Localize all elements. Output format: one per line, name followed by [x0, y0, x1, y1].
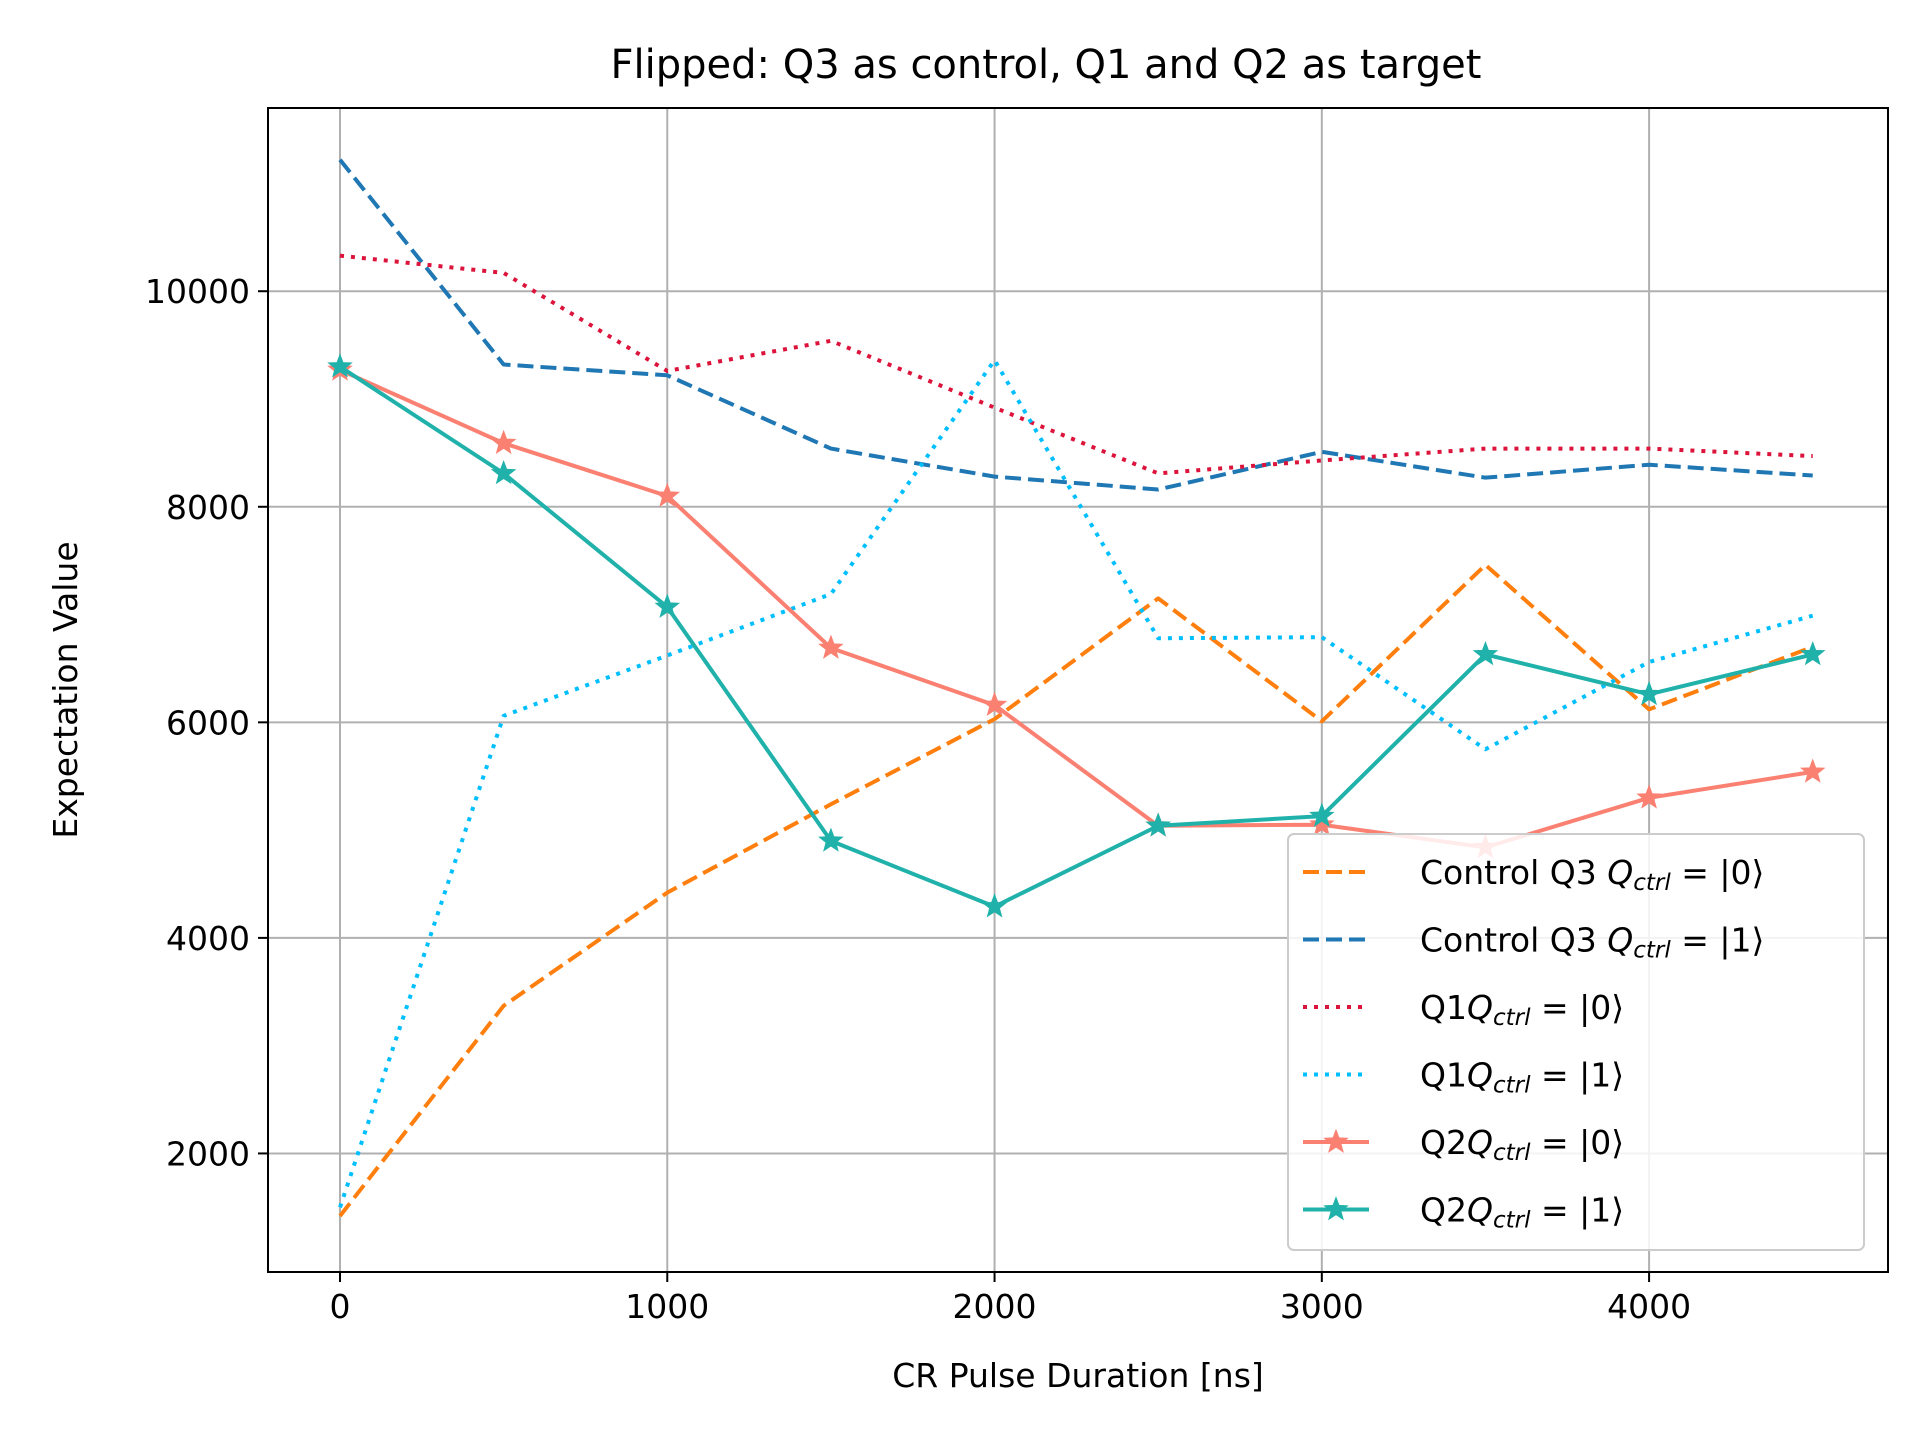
data-point: [1636, 680, 1662, 706]
axis-ticks: 0 1000 2000 3000 4000 2000 4000 6000 8000 10000: [145, 272, 1691, 1326]
data-point: [1799, 641, 1826, 666]
data-point: [818, 634, 844, 659]
series-3: [339, 253, 1813, 476]
y-tick-label: 2000: [166, 1134, 250, 1173]
legend-marker: [1323, 1196, 1349, 1221]
data-point: [1309, 811, 1335, 836]
series-line: [338, 158, 1813, 492]
data-point: [1636, 784, 1662, 809]
plot-frame: [267, 107, 1889, 1273]
legend-label: Q2Qctrl = |0⟩: [1420, 1123, 1624, 1166]
y-axis-label: Expectation Value: [46, 541, 85, 838]
legend-entry: Q2Qctrl = |1⟩: [1303, 1191, 1624, 1234]
x-tick-label: 1000: [625, 1287, 709, 1326]
x-tick-label: 2000: [953, 1287, 1037, 1326]
data-point: [981, 691, 1008, 716]
x-axis-label: CR Pulse Duration [ns]: [892, 1356, 1264, 1395]
series-line: [339, 368, 1814, 850]
x-tick-label: 0: [330, 1287, 351, 1326]
data-point: [1309, 802, 1335, 827]
data-point: [1799, 758, 1826, 783]
legend-marker: [1323, 1128, 1349, 1153]
legend-entry: Control Q3 Qctrl = |0⟩: [1303, 853, 1764, 896]
data-point: [490, 429, 517, 455]
legend-label: Q2Qctrl = |1⟩: [1420, 1191, 1624, 1234]
plot-series: [327, 158, 1826, 1218]
legend-label: Q1Qctrl = |0⟩: [1420, 988, 1624, 1031]
series-line: [338, 562, 1814, 1218]
data-point: [818, 827, 844, 852]
series-line: [339, 253, 1813, 476]
data-point: [327, 353, 353, 378]
legend-entry: Q2Qctrl = |0⟩: [1303, 1123, 1624, 1166]
chart-title: Flipped: Q3 as control, Q1 and Q2 as tar…: [611, 42, 1482, 88]
legend: Control Q3 Qctrl = |0⟩ Control Q3 Qctrl =…: [1287, 833, 1865, 1251]
legend-label: Q1Qctrl = |1⟩: [1420, 1056, 1624, 1099]
x-tick-label: 4000: [1607, 1287, 1691, 1326]
series-4: [338, 358, 1814, 1208]
y-tick-label: 10000: [145, 272, 250, 311]
legend-entry: Q1Qctrl = |0⟩: [1303, 988, 1624, 1031]
legend-label: Control Q3 Qctrl = |0⟩: [1420, 853, 1764, 896]
series-line: [338, 364, 1814, 909]
legend-label: Control Q3 Qctrl = |1⟩: [1420, 921, 1764, 964]
legend-entry: Control Q3 Qctrl = |1⟩: [1303, 921, 1764, 964]
data-point: [490, 459, 517, 485]
data-point: [981, 893, 1008, 918]
y-tick-label: 4000: [166, 919, 250, 958]
series-5: [327, 356, 1826, 859]
data-point: [1472, 641, 1499, 666]
series-line: [338, 358, 1814, 1208]
y-tick-label: 8000: [166, 488, 250, 527]
data-point: [654, 593, 681, 618]
y-tick-label: 6000: [166, 703, 250, 742]
data-point: [1145, 812, 1171, 837]
series-1: [338, 562, 1814, 1218]
legend-entry: Q1Qctrl = |1⟩: [1303, 1056, 1624, 1099]
data-point: [654, 482, 681, 507]
x-tick-label: 3000: [1280, 1287, 1364, 1326]
legend-box: [1287, 833, 1865, 1251]
series-6: [327, 353, 1826, 918]
series-2: [338, 158, 1813, 492]
